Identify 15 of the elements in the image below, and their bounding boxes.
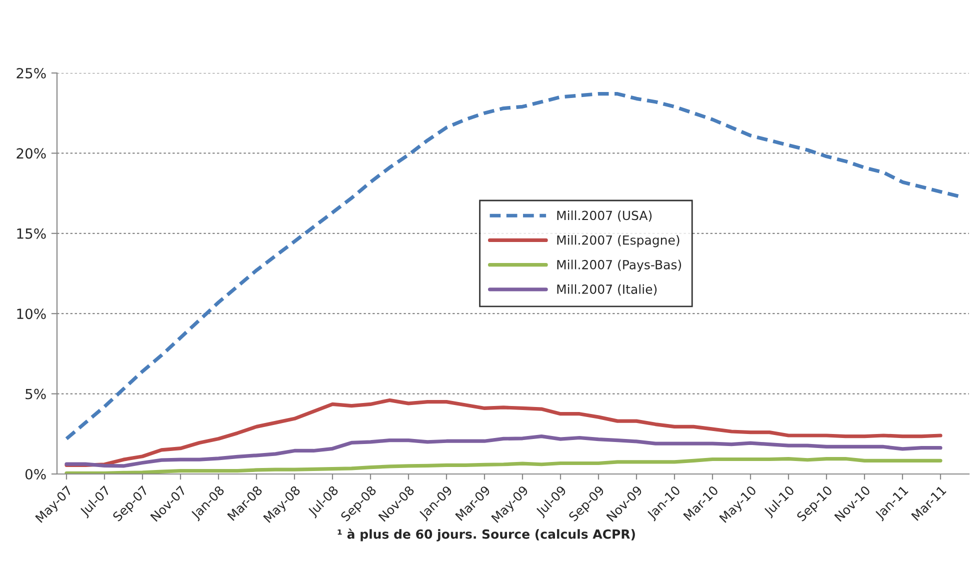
line-series	[64, 456, 942, 474]
line-series	[64, 92, 962, 441]
y-tick-label: 15%	[17, 228, 46, 239]
legend-label: Mill.2007 (USA)	[557, 210, 652, 222]
legend-label: Mill.2007 (Italie)	[557, 284, 657, 296]
legend-label: Mill.2007 (Espagne)	[557, 235, 680, 248]
y-tick-label: 5%	[26, 388, 46, 400]
line-series	[64, 434, 942, 468]
legend-label: Mill.2007 (Pays-Bas)	[557, 260, 682, 272]
y-tick-label: 20%	[16, 148, 46, 159]
text: ¹ à plus de 60 jours. Source (calculs ACPR)	[338, 528, 635, 542]
line-series	[64, 398, 942, 467]
y-tick-label: 25%	[16, 68, 46, 78]
y-tick-label: 0%	[25, 468, 46, 480]
y-tick-label: 10%	[17, 308, 46, 320]
